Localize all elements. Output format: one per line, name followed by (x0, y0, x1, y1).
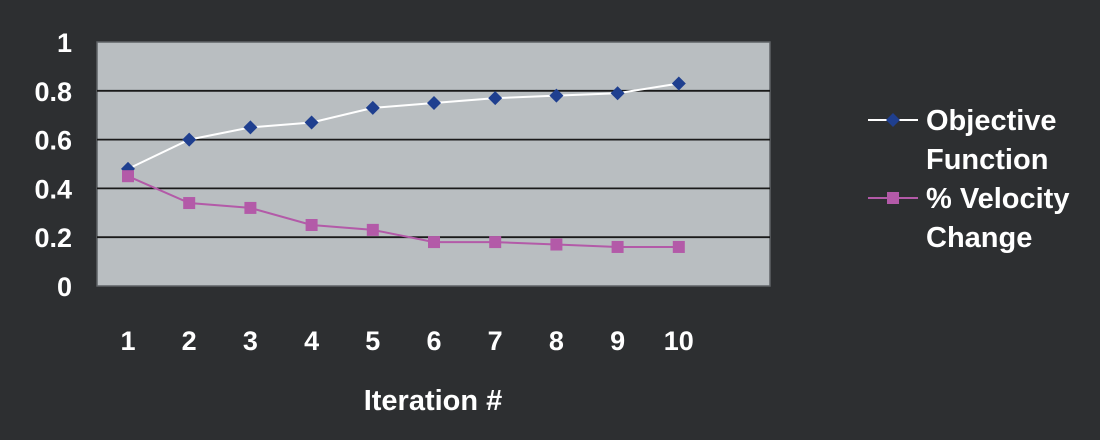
y-tick-label: 0.2 (34, 223, 72, 253)
y-tick-label: 0 (57, 272, 72, 302)
data-point (549, 88, 564, 103)
series-0 (121, 76, 686, 176)
x-tick-label: 7 (488, 326, 503, 356)
series-line (127, 82, 679, 170)
x-tick-label: 6 (426, 326, 441, 356)
series-1 (122, 170, 685, 253)
legend-label: Function (926, 144, 1048, 176)
x-axis-label: Iteration # (364, 385, 503, 417)
data-point (122, 170, 134, 183)
data-point (610, 86, 625, 101)
legend-label: Objective (926, 105, 1057, 137)
x-tick-label: 1 (120, 326, 135, 356)
legend-marker (887, 192, 899, 204)
x-tick-label: 4 (304, 326, 319, 356)
y-tick-label: 0.4 (34, 174, 72, 204)
series-line (127, 175, 679, 248)
x-axis-ticks: 1 2 3 4 5 6 7 8 9 10 (120, 326, 693, 356)
data-point (611, 240, 624, 253)
legend-item-1: % Velocity Change (868, 183, 1069, 254)
data-point (304, 115, 319, 130)
x-tick-label: 9 (610, 326, 625, 356)
x-tick-label: 8 (549, 326, 564, 356)
legend-marker (886, 113, 900, 127)
x-tick-label: 5 (365, 326, 380, 356)
legend: Objective Function % Velocity Change (868, 105, 1069, 254)
data-point (243, 120, 258, 135)
data-point (428, 236, 440, 249)
y-tick-label: 0.6 (34, 126, 72, 156)
data-point (305, 219, 318, 231)
data-point (488, 91, 503, 106)
x-tick-label: 10 (664, 326, 694, 356)
y-tick-label: 0.8 (34, 77, 72, 107)
data-point (365, 100, 380, 115)
series-group (121, 76, 686, 253)
legend-label: % Velocity (926, 183, 1069, 215)
legend-item-0: Objective Function (868, 105, 1057, 176)
y-tick-label: 1 (57, 28, 72, 58)
data-point (489, 236, 502, 249)
data-point (671, 76, 686, 91)
legend-label: Change (926, 222, 1032, 254)
plot-area (96, 41, 771, 287)
data-point (183, 197, 196, 210)
data-point (366, 223, 379, 236)
data-point (550, 238, 563, 251)
x-tick-label: 3 (243, 326, 258, 356)
x-tick-label: 2 (182, 326, 197, 356)
y-axis-ticks: 0 0.2 0.4 0.6 0.8 1 (34, 28, 72, 302)
data-point (244, 201, 257, 214)
data-point (427, 96, 441, 110)
data-point (672, 240, 685, 253)
data-point (182, 132, 197, 147)
